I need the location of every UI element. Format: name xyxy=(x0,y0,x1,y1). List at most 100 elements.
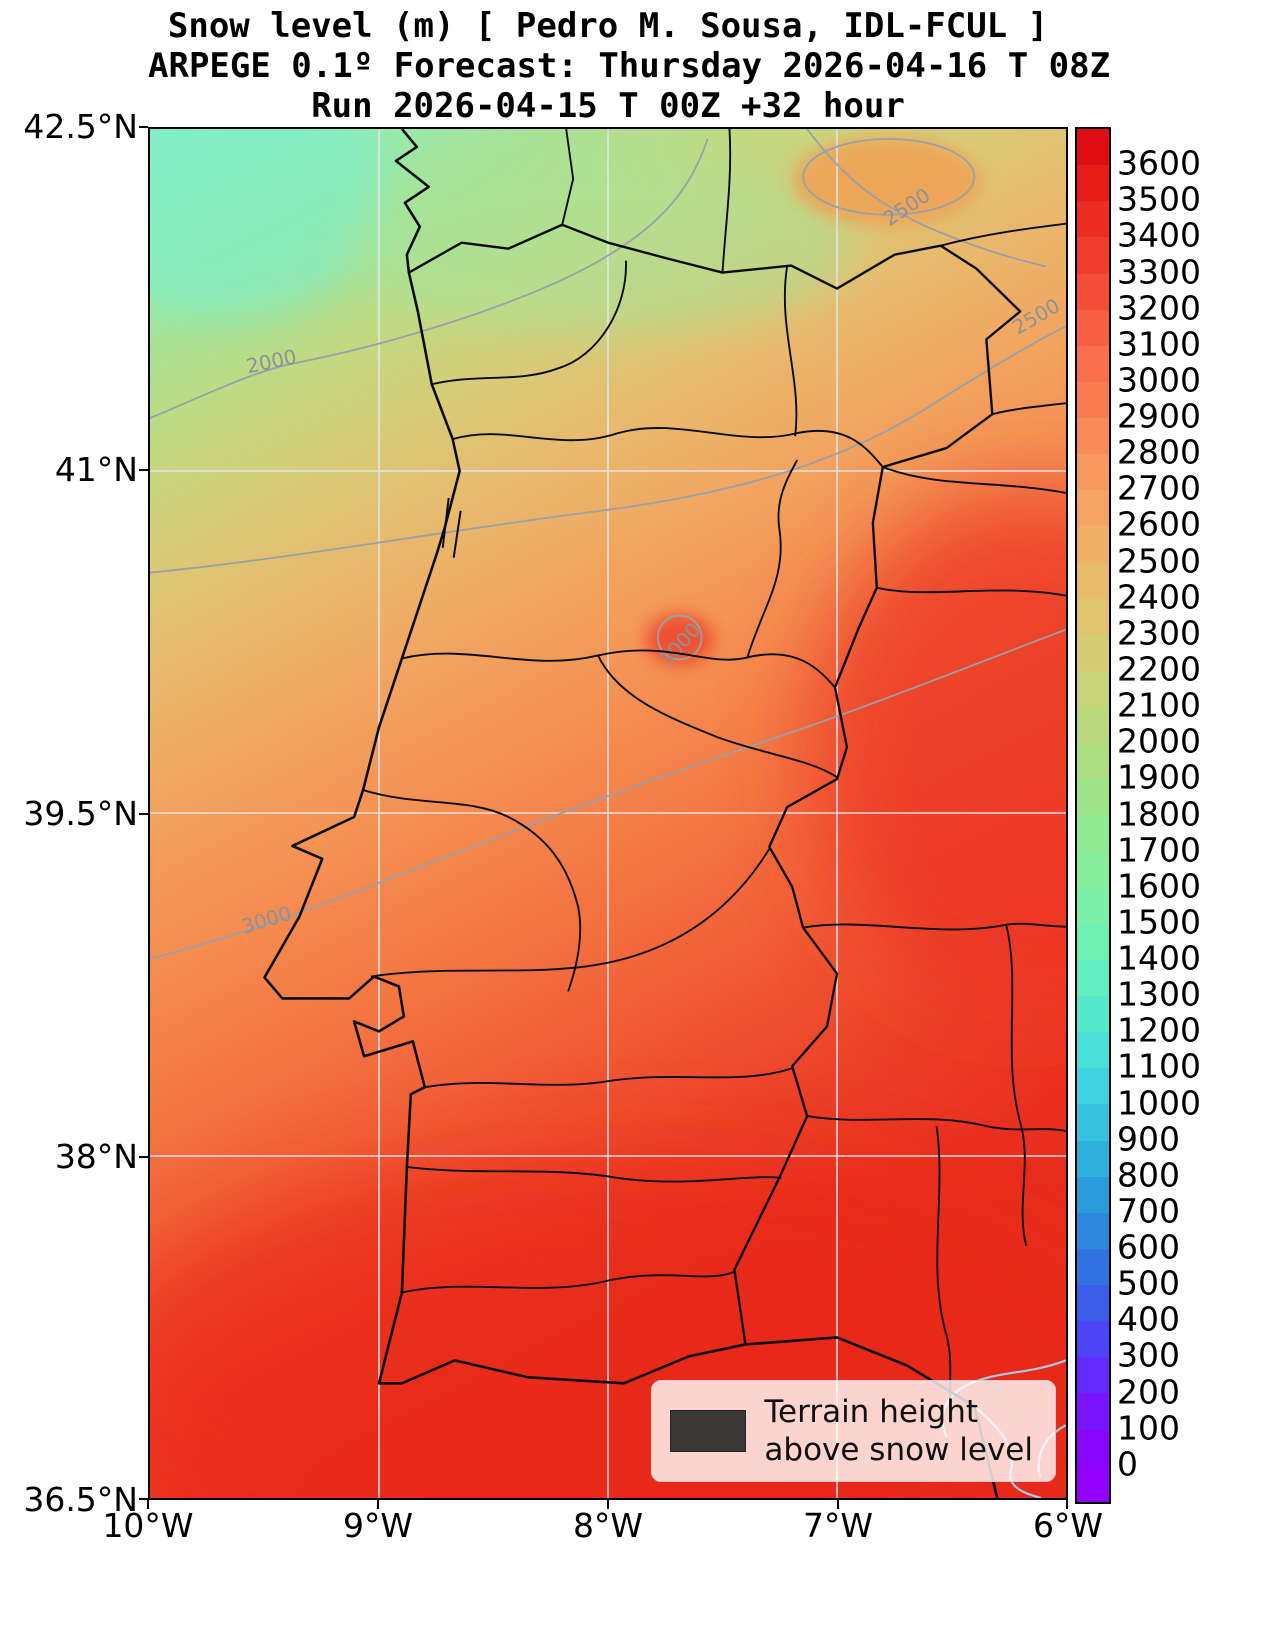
colorbar-cell xyxy=(1077,562,1109,599)
colorbar-tick-label: 1900 xyxy=(1117,757,1201,797)
colorbar-tick-label: 600 xyxy=(1117,1227,1180,1267)
colorbar-tick-label: 3200 xyxy=(1117,288,1201,328)
colorbar-cell xyxy=(1077,1032,1109,1069)
colorbar-cell xyxy=(1077,923,1109,960)
colorbar-cell xyxy=(1077,129,1109,166)
colorbar-tick-label: 1600 xyxy=(1117,866,1201,906)
colorbar-tick-label: 2100 xyxy=(1117,685,1201,725)
colorbar-tick-label: 1800 xyxy=(1117,794,1201,833)
colorbar-cell xyxy=(1077,959,1109,996)
x-tick-label: 10°W xyxy=(102,1506,194,1545)
colorbar-tick-label: 500 xyxy=(1117,1263,1180,1303)
colorbar-tick-label: 300 xyxy=(1117,1335,1180,1375)
x-tickmark xyxy=(837,1500,839,1509)
colorbar-cell xyxy=(1077,237,1109,274)
contour-2500-main xyxy=(150,325,1066,574)
legend-line1: Terrain height xyxy=(764,1394,978,1430)
colorbar-tick-label: 1200 xyxy=(1117,1010,1201,1050)
y-tickmark xyxy=(139,1156,148,1158)
colorbar-cell xyxy=(1077,815,1109,852)
x-tickmark xyxy=(377,1500,379,1509)
x-tick-label: 6°W xyxy=(1032,1506,1104,1545)
snow-level-map: 2000 2500 2500 3000 3000 xyxy=(150,129,1066,1498)
colorbar-tick-label: 3600 xyxy=(1117,143,1201,183)
y-tickmark xyxy=(139,126,148,128)
legend-swatch xyxy=(670,1410,747,1452)
colorbar-cell xyxy=(1077,887,1109,924)
colorbar-cell xyxy=(1077,1357,1109,1394)
colorbar-cell xyxy=(1077,1465,1109,1502)
colorbar-cell xyxy=(1077,743,1109,780)
colorbar-tick-label: 1300 xyxy=(1117,974,1201,1014)
x-tick-label: 9°W xyxy=(342,1506,414,1545)
y-tickmark xyxy=(139,469,148,471)
map-legend: Terrain height above snow level xyxy=(651,1380,1056,1482)
colorbar-tick-label: 2700 xyxy=(1117,468,1201,508)
colorbar-cell xyxy=(1077,1176,1109,1213)
colorbar-tick-label: 3000 xyxy=(1117,360,1201,400)
colorbar-cell xyxy=(1077,201,1109,238)
title-block: Snow level (m) [ Pedro M. Sousa, IDL-FCU… xyxy=(148,6,1111,126)
title-line3: Run 2026-04-15 T 00Z +32 hour xyxy=(311,86,905,126)
colorbar-cell xyxy=(1077,345,1109,382)
colorbar-tick-label: 900 xyxy=(1117,1119,1180,1159)
y-tick-label: 36.5°N xyxy=(23,1480,138,1519)
colorbar-cell xyxy=(1077,1068,1109,1105)
contour-2000 xyxy=(150,138,709,419)
colorbar-tick-label: 2600 xyxy=(1117,504,1201,544)
colorbar-cell xyxy=(1077,526,1109,563)
colorbar-tick-label: 1700 xyxy=(1117,830,1201,870)
colorbar-cell xyxy=(1077,707,1109,744)
colorbar-tick-label: 1400 xyxy=(1117,938,1201,978)
graticule xyxy=(150,129,1066,1498)
x-tickmark xyxy=(147,1500,149,1509)
colorbar-cell xyxy=(1077,996,1109,1033)
colorbar-tick-label: 700 xyxy=(1117,1191,1180,1231)
colorbar-cell xyxy=(1077,1393,1109,1430)
contour-3000-ring xyxy=(656,614,703,661)
colorbar-tick-label: 3300 xyxy=(1117,252,1201,292)
colorbar-tick-label: 3400 xyxy=(1117,215,1201,255)
colorbar-tick-label: 2300 xyxy=(1117,613,1201,653)
contour-3000-main xyxy=(150,628,1066,960)
x-tick-label: 7°W xyxy=(802,1506,874,1545)
colorbar-tick-label: 3500 xyxy=(1117,179,1201,219)
colorbar-cell xyxy=(1077,598,1109,635)
colorbar-cell xyxy=(1077,851,1109,888)
aveiro-lagoon-spit xyxy=(441,497,462,558)
contour-2500-ring xyxy=(802,138,976,216)
colorbar-tick-label: 2500 xyxy=(1117,541,1201,581)
colorbar-tick-label: 800 xyxy=(1117,1155,1180,1195)
x-tickmark xyxy=(607,1500,609,1509)
colorbar-cell xyxy=(1077,1429,1109,1466)
map-plot: 2000 2500 2500 3000 3000 xyxy=(148,127,1068,1500)
x-tickmark xyxy=(1066,1500,1068,1509)
colorbar-cell xyxy=(1077,418,1109,455)
coastline xyxy=(263,129,999,1498)
colorbar-cell xyxy=(1077,273,1109,310)
colorbar-tick-label: 2200 xyxy=(1117,649,1201,689)
contour-lines xyxy=(150,129,1066,960)
title-line2: ARPEGE 0.1º Forecast: Thursday 2026-04-1… xyxy=(148,46,1111,86)
colorbar-tick-label: 2000 xyxy=(1117,721,1201,761)
colorbar-tick-label: 100 xyxy=(1117,1408,1180,1448)
colorbar-cell xyxy=(1077,1104,1109,1141)
colorbar-cell xyxy=(1077,165,1109,202)
colorbar-tick-label: 2400 xyxy=(1117,577,1201,617)
colorbar-cell xyxy=(1077,309,1109,346)
title-line1: Snow level (m) [ Pedro M. Sousa, IDL-FCU… xyxy=(167,6,1049,46)
y-tick-label: 38°N xyxy=(54,1137,138,1176)
x-tick-label: 8°W xyxy=(572,1506,644,1545)
colorbar-tick-label: 1100 xyxy=(1117,1046,1201,1086)
colorbar-tick-label: 400 xyxy=(1117,1299,1180,1339)
colorbar-cell xyxy=(1077,454,1109,491)
colorbar-tick-label: 200 xyxy=(1117,1372,1180,1412)
y-tickmark xyxy=(139,813,148,815)
colorbar-tick-label: 2800 xyxy=(1117,432,1201,472)
colorbar-tick-label: 1000 xyxy=(1117,1083,1201,1123)
legend-line2: above snow level xyxy=(764,1432,1033,1468)
y-tick-label: 39.5°N xyxy=(23,794,138,833)
colorbar-cell xyxy=(1077,1248,1109,1285)
colorbar-cell xyxy=(1077,1140,1109,1177)
